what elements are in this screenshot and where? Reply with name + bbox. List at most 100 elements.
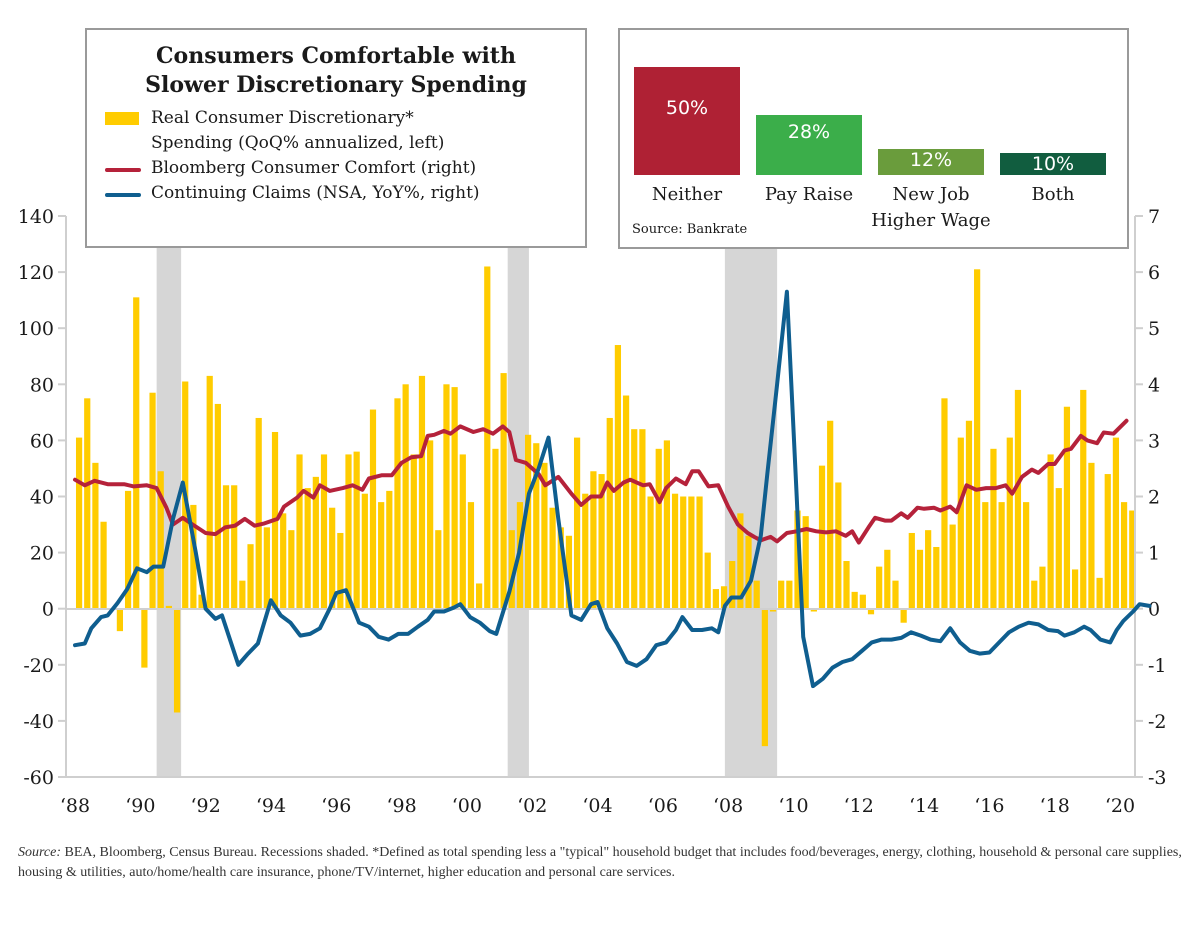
spending-bar xyxy=(573,437,581,609)
chart-title: Consumers Comfortable with Slower Discre… xyxy=(87,42,585,100)
spending-bar xyxy=(116,608,124,632)
spending-bar xyxy=(704,552,711,609)
x-tick-label: ‘88 xyxy=(60,795,90,817)
x-tick-label: ‘04 xyxy=(582,795,612,817)
spending-bar xyxy=(124,490,132,609)
spending-bar xyxy=(827,420,834,609)
spending-bar xyxy=(696,496,703,609)
inset-bar-value: 50% xyxy=(665,97,709,119)
spending-bar xyxy=(753,580,760,609)
spending-bar xyxy=(1096,577,1103,609)
spending-bar xyxy=(720,586,728,609)
footnote-text: BEA, Bloomberg, Census Bureau. Recession… xyxy=(18,845,1182,880)
spending-bar xyxy=(304,488,311,609)
inset-source: Source: Bankrate xyxy=(632,222,748,237)
spending-bar xyxy=(222,485,230,609)
spending-bar xyxy=(369,409,377,609)
spending-bar xyxy=(533,443,540,609)
spending-bar xyxy=(1080,389,1087,609)
left-tick-label: 120 xyxy=(18,262,54,284)
spending-bar xyxy=(345,454,352,609)
spending-bar xyxy=(157,471,164,609)
spending-bar xyxy=(280,513,287,609)
spending-bar xyxy=(933,546,940,609)
spending-bar xyxy=(1112,437,1120,609)
spending-bar xyxy=(549,507,556,609)
recession-band xyxy=(724,216,778,777)
spending-bar xyxy=(655,448,662,609)
spending-bar xyxy=(198,594,205,609)
spending-bar xyxy=(745,535,752,609)
spending-bar xyxy=(957,437,964,609)
series-lines xyxy=(73,289,1152,689)
spending-bar xyxy=(1039,566,1046,609)
right-tick-label: -3 xyxy=(1148,767,1167,789)
spending-bar xyxy=(443,384,450,609)
x-tick-label: ‘16 xyxy=(974,795,1004,817)
left-tick-label: -20 xyxy=(23,655,54,677)
spending-bar xyxy=(1104,474,1111,609)
left-tick-label: -40 xyxy=(23,711,54,733)
spending-bar xyxy=(565,535,573,609)
spending-bar xyxy=(418,375,426,609)
spending-bar xyxy=(427,440,434,609)
left-tick-label: 0 xyxy=(42,599,54,621)
spending-bar xyxy=(884,549,891,609)
spending-bar xyxy=(484,266,491,609)
spending-bar xyxy=(1071,569,1079,609)
spending-bar xyxy=(622,395,630,609)
chart-title-line1: Consumers Comfortable with xyxy=(156,43,516,69)
x-tick-label: ‘06 xyxy=(648,795,678,817)
spending-bar xyxy=(712,589,719,609)
spending-bar xyxy=(794,510,801,609)
spending-bar xyxy=(582,493,589,609)
consumer-comfort-line xyxy=(73,418,1129,545)
inset-bar: 50% xyxy=(634,67,740,175)
spending-bar xyxy=(92,462,99,609)
x-tick-label: ‘20 xyxy=(1105,795,1135,817)
spending-bar xyxy=(402,384,409,609)
spending-bar xyxy=(671,493,679,609)
legend-item-consumer-comfort: Bloomberg Consumer Comfort (right) xyxy=(87,156,585,181)
spending-bar xyxy=(263,527,270,609)
spending-bar xyxy=(337,532,344,609)
spending-bar xyxy=(810,608,817,612)
spending-bar xyxy=(614,345,622,609)
spending-bar xyxy=(998,502,1005,609)
spending-bar xyxy=(476,583,483,609)
spending-bar xyxy=(982,502,989,609)
spending-bar xyxy=(1006,437,1013,609)
left-tick-label: 20 xyxy=(30,543,54,565)
spending-bar xyxy=(859,594,866,609)
spending-bar xyxy=(851,591,858,609)
legend-label: Real Consumer Discretionary* xyxy=(151,108,414,128)
spending-bar xyxy=(541,462,548,609)
spending-bar xyxy=(876,566,883,609)
legend-label: Continuing Claims (NSA, YoY%, right) xyxy=(151,183,480,203)
inset-bar: 10% xyxy=(1000,153,1106,175)
spending-bar xyxy=(394,398,401,609)
left-tick-label: 40 xyxy=(30,487,54,509)
spending-bar xyxy=(1063,406,1071,609)
inset-category-label: Neither xyxy=(651,184,723,205)
spending-bar xyxy=(786,580,793,609)
spending-bar xyxy=(467,502,475,609)
spending-bar xyxy=(925,530,932,609)
inset-bar-value: 10% xyxy=(1031,153,1075,176)
right-tick-label: 2 xyxy=(1148,487,1160,509)
spending-bar xyxy=(100,521,107,609)
inset-category-label: Pay Raise xyxy=(764,184,854,205)
x-tick-label: ‘18 xyxy=(1040,795,1070,817)
spending-bar xyxy=(214,403,221,609)
spending-bar xyxy=(525,434,532,609)
spending-bar xyxy=(606,417,613,609)
spending-bar xyxy=(1023,502,1030,609)
spending-bar xyxy=(835,482,842,609)
recession-band xyxy=(507,216,529,777)
spending-bar xyxy=(761,608,768,747)
right-tick-label: 5 xyxy=(1148,318,1160,340)
spending-bar xyxy=(598,474,605,609)
left-axis-ticks: 140 120 100 80 60 40 20 0 -20 -40 -60 xyxy=(18,206,66,789)
spending-bar xyxy=(900,608,907,623)
x-tick-label: ‘08 xyxy=(713,795,743,817)
